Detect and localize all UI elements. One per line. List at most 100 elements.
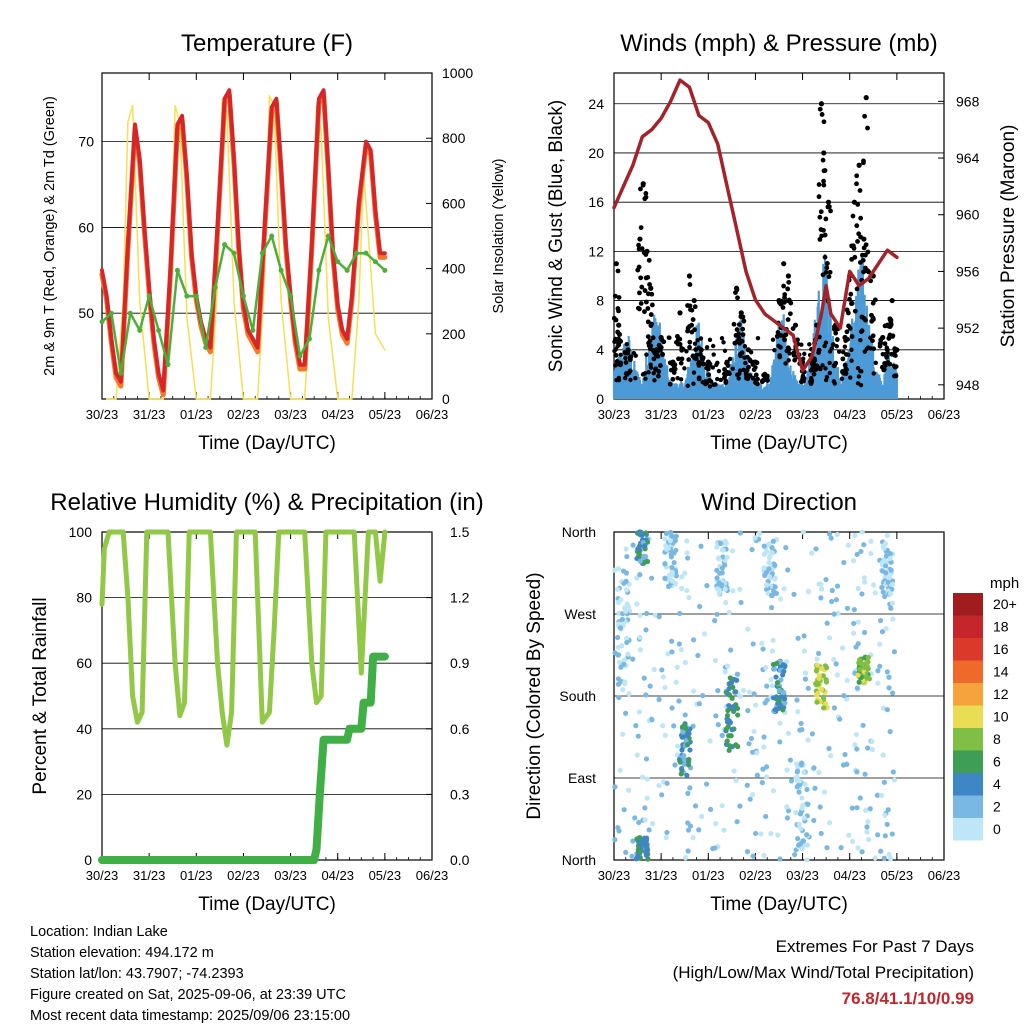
gust-point [808,379,813,385]
gust-point [642,309,647,315]
gust-point [785,273,792,279]
gust-point [817,106,823,112]
direction-point [730,588,736,594]
gust-point [871,371,876,376]
direction-point [818,687,825,693]
direction-point [716,556,722,562]
y-tick-label: 40 [76,721,92,737]
direction-point [664,780,670,786]
direction-point [696,701,703,707]
station-info: Location: Indian Lake Station elevation:… [30,922,350,1027]
direction-point [891,649,898,655]
gust-point [648,285,654,291]
direction-point [859,661,865,667]
gust-point [861,236,867,242]
direction-point [842,751,848,758]
x-tick-label: 03/23 [786,868,819,883]
gust-point [638,225,644,231]
gust-point [685,325,691,331]
direction-point [809,550,815,556]
gust-point [743,368,748,374]
gust-point [672,366,678,372]
direction-point [621,661,627,668]
direction-point [671,560,677,566]
gust-point [783,361,788,366]
direction-point [759,640,765,646]
y-tick-label: West [564,606,596,622]
direction-point [880,752,886,758]
direction-point [875,668,881,674]
direction-point [669,533,675,539]
direction-point [884,707,890,713]
direction-point [684,550,690,556]
direction-point [619,616,625,622]
direction-point [733,777,739,783]
legend-swatch [953,683,983,706]
direction-point [651,666,657,673]
direction-point [644,539,651,545]
x-tick-label: 02/23 [227,868,260,883]
y-right-tick-label: 1.5 [450,524,470,540]
dewpoint-series [100,234,387,375]
gust-point [812,358,818,363]
direction-point [766,560,772,566]
direction-point [874,792,881,798]
gust-point [644,352,649,357]
direction-point [684,538,690,544]
direction-point [762,572,768,579]
direction-point [724,738,730,744]
direction-point [793,809,799,816]
x-tick-label: 05/23 [881,868,914,883]
direction-point [679,574,685,580]
x-tick-label: 01/23 [692,868,725,883]
direction-point [685,790,691,796]
direction-point [872,855,878,861]
direction-point [700,693,706,699]
legend-label: 12 [993,686,1009,702]
direction-point [833,661,839,667]
direction-point [769,683,775,689]
gust-point [685,303,690,308]
direction-point [753,702,759,708]
gust-point [718,377,723,383]
direction-point [801,648,808,654]
direction-point [820,673,826,679]
gust-point [722,367,727,372]
gust-point [846,352,851,357]
direction-point [766,541,772,547]
direction-point [860,722,866,728]
panel-title: Winds (mph) & Pressure (mb) [620,30,937,57]
gust-point [823,340,829,345]
direction-point [659,667,665,673]
direction-point [726,733,732,739]
y-right-tick-label: 0.0 [450,852,470,868]
direction-point [824,665,830,671]
direction-point [833,597,840,603]
gust-point [854,173,860,179]
direction-point [725,707,731,714]
gust-point [785,286,791,292]
direction-point [625,787,632,793]
gust-point [623,371,629,376]
gust-point [781,283,786,289]
direction-point [662,575,668,582]
direction-point [819,665,825,672]
direction-point [777,856,783,862]
gust-point [628,354,634,360]
direction-point [727,743,733,749]
gust-point [801,378,806,384]
direction-point [686,594,692,601]
direction-point [750,853,756,859]
gust-point [750,375,756,381]
pressure-series [612,78,899,373]
direction-point [763,665,769,671]
station-elevation: Station elevation: 494.172 m [30,945,214,961]
direction-point [877,641,883,647]
direction-point [682,712,688,718]
gust-point [681,347,686,352]
gust-point [649,291,655,297]
gust-point [689,322,695,328]
direction-point [685,827,692,833]
direction-point [826,820,833,826]
direction-point [886,674,892,680]
